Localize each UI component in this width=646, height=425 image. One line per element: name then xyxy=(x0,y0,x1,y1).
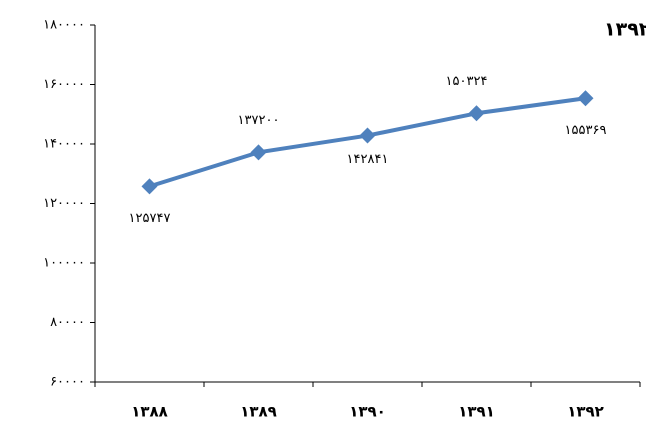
marker xyxy=(359,127,376,144)
x-tick-label: ۱۳۹۱ xyxy=(458,403,495,421)
x-tick-label: ۱۳۸۸ xyxy=(131,403,168,421)
marker xyxy=(250,144,267,161)
y-tick-label: ۱۲۰۰۰۰ xyxy=(43,196,85,211)
marker xyxy=(141,178,158,195)
x-tick-label: ۱۳۹۰ xyxy=(349,403,386,421)
y-tick-label: ۱۴۰۰۰۰ xyxy=(43,137,85,152)
y-tick-label: ۶۰۰۰۰ xyxy=(50,375,85,390)
marker xyxy=(468,105,485,122)
data-label: ۱۲۵۷۴۷ xyxy=(129,211,171,226)
x-tick-label: ۱۳۹۲ xyxy=(567,403,604,421)
y-tick-label: ۱۸۰۰۰۰ xyxy=(43,18,85,33)
data-label: ۱۳۷۲۰۰ xyxy=(238,113,280,128)
chart-title: روند ثبت طلاق در کشور طی سال‌های ۱۳۸۸ تا… xyxy=(604,19,646,41)
marker xyxy=(577,90,594,107)
data-label: ۱۴۲۸۴۱ xyxy=(347,152,389,167)
y-tick-label: ۱۶۰۰۰۰ xyxy=(43,77,85,92)
data-label: ۱۵۵۳۶۹ xyxy=(565,123,607,138)
x-tick-label: ۱۳۸۹ xyxy=(240,403,277,421)
y-tick-label: ۱۰۰۰۰۰ xyxy=(43,256,85,271)
y-tick-label: ۸۰۰۰۰ xyxy=(50,315,85,330)
data-label: ۱۵۰۳۲۴ xyxy=(446,74,488,89)
